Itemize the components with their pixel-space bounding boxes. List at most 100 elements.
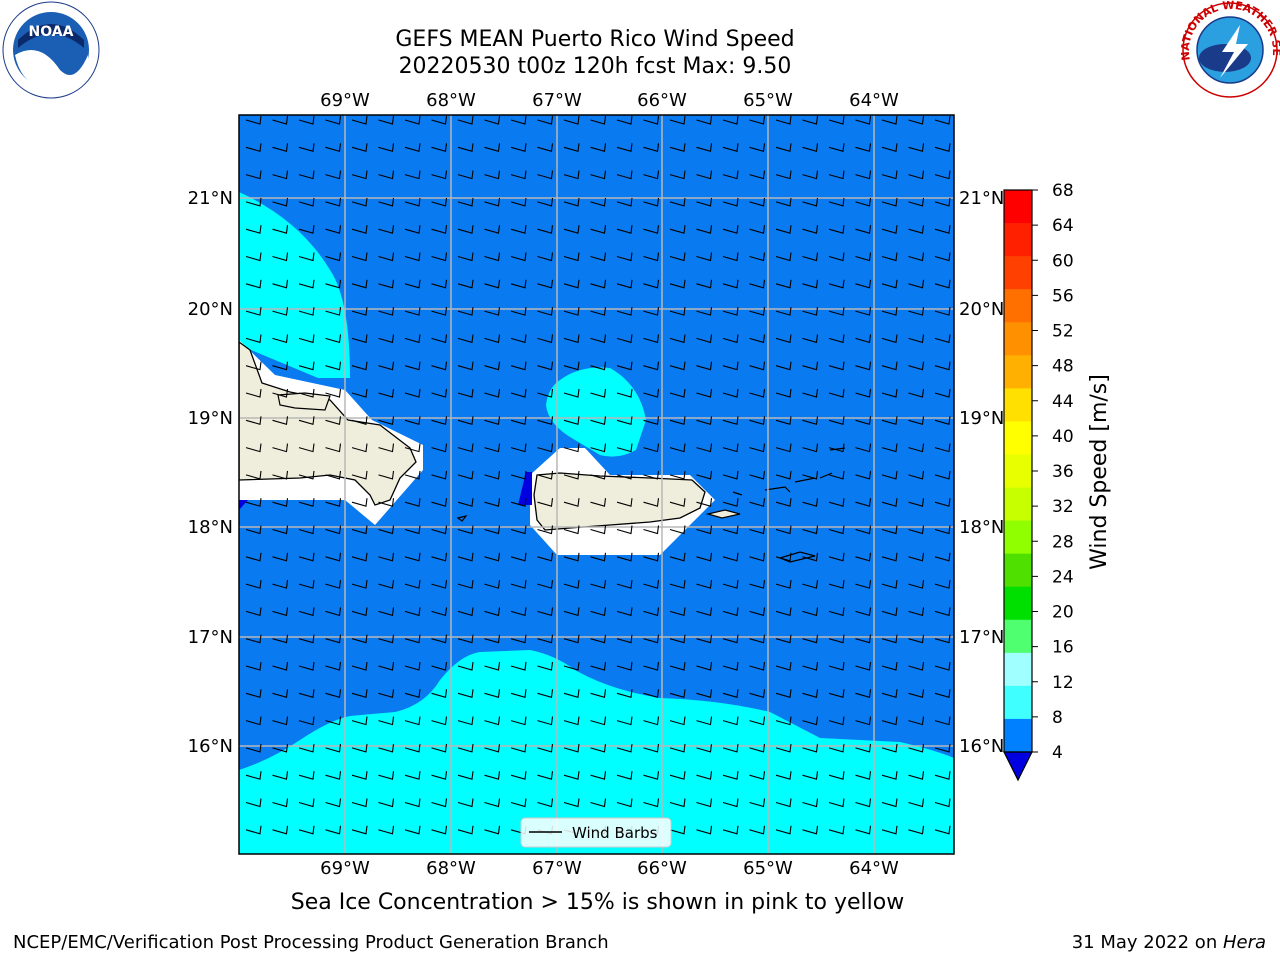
wind-barb bbox=[325, 443, 342, 453]
wind-barb bbox=[616, 388, 633, 398]
wind-barb bbox=[669, 334, 686, 344]
wind-barb bbox=[722, 470, 739, 480]
wind-barb bbox=[696, 771, 713, 780]
wind-barb bbox=[457, 143, 474, 153]
lat-label-right: 18°N bbox=[959, 517, 1004, 538]
colorbar-segment bbox=[1004, 454, 1032, 489]
wind-barb bbox=[298, 661, 315, 671]
wind-barb bbox=[775, 170, 792, 180]
wind-barb bbox=[643, 552, 660, 562]
wind-barb bbox=[908, 607, 925, 617]
wind-barb bbox=[298, 279, 315, 289]
wind-barb bbox=[828, 580, 845, 589]
wind-barb bbox=[325, 607, 342, 617]
wind-barb bbox=[378, 252, 395, 262]
wind-barb bbox=[484, 743, 501, 753]
colorbar-segment bbox=[1004, 388, 1032, 422]
wind-barb bbox=[351, 825, 368, 835]
wind-barb bbox=[722, 170, 739, 180]
wind-barb bbox=[934, 552, 951, 562]
wind-barb bbox=[325, 580, 342, 589]
wind-barb bbox=[908, 361, 925, 371]
wind-barb bbox=[563, 716, 580, 726]
colorbar-segment bbox=[1004, 322, 1032, 356]
wind-barb bbox=[696, 552, 713, 562]
wind-barb bbox=[484, 498, 501, 507]
wind-barb bbox=[457, 689, 474, 699]
wind-barb bbox=[351, 580, 368, 589]
wind-barb bbox=[325, 334, 342, 344]
wind-barb bbox=[722, 307, 739, 316]
wind-barb bbox=[775, 634, 792, 644]
noaa-logo-text: NOAA bbox=[29, 24, 74, 40]
wind-barb bbox=[749, 416, 766, 426]
wind-barb bbox=[590, 170, 607, 180]
wind-barb bbox=[934, 661, 951, 671]
wind-barb bbox=[802, 143, 819, 153]
wind-barb bbox=[908, 689, 925, 699]
wind-barb bbox=[351, 634, 368, 644]
wind-barb bbox=[378, 388, 395, 398]
wind-barb bbox=[378, 661, 395, 671]
wind-barb bbox=[749, 607, 766, 617]
wind-barb bbox=[881, 170, 898, 180]
wind-barb bbox=[378, 634, 395, 644]
wind-barb bbox=[404, 279, 421, 289]
footer-date: 31 May 2022 on Hera bbox=[1072, 932, 1266, 953]
wind-barb bbox=[325, 798, 342, 808]
wind-barb bbox=[855, 143, 872, 153]
wind-barb bbox=[802, 552, 819, 562]
wind-barb bbox=[616, 771, 633, 780]
wind-barb bbox=[616, 689, 633, 699]
wind-barb bbox=[802, 525, 819, 535]
wind-barb bbox=[351, 416, 368, 426]
wind-barb bbox=[643, 661, 660, 671]
wind-barb bbox=[749, 170, 766, 180]
wind-barb bbox=[245, 279, 262, 289]
wind-barb bbox=[828, 798, 845, 808]
wind-barb bbox=[802, 334, 819, 344]
wind-barb bbox=[749, 716, 766, 726]
wind-barb bbox=[298, 689, 315, 699]
wind-barb bbox=[722, 552, 739, 562]
wind-barb bbox=[934, 115, 951, 125]
wind-barb bbox=[563, 443, 580, 453]
wind-barb bbox=[537, 416, 554, 426]
wind-barb bbox=[431, 716, 448, 726]
colorbar-segment bbox=[1004, 487, 1032, 522]
wind-barb bbox=[828, 334, 845, 344]
wind-barb bbox=[563, 388, 580, 398]
colorbar-segment bbox=[1004, 256, 1032, 290]
wind-barb bbox=[802, 470, 819, 480]
lat-label-left: 17°N bbox=[188, 627, 233, 648]
wind-barb bbox=[510, 170, 527, 180]
wind-barb bbox=[431, 307, 448, 316]
wind-barb bbox=[404, 661, 421, 671]
wind-barb bbox=[325, 225, 342, 234]
wind-barb bbox=[828, 388, 845, 398]
wind-barb bbox=[802, 798, 819, 808]
wind-barb bbox=[563, 334, 580, 344]
wind-barb bbox=[722, 115, 739, 125]
wind-barb bbox=[431, 689, 448, 699]
wind-barb bbox=[855, 197, 872, 207]
wind-barb bbox=[722, 361, 739, 371]
wind-barb bbox=[563, 607, 580, 617]
lat-label-left: 19°N bbox=[188, 408, 233, 429]
wind-barb bbox=[351, 334, 368, 344]
wind-barb bbox=[828, 661, 845, 671]
wind-barb bbox=[325, 743, 342, 753]
wind-barb bbox=[855, 252, 872, 262]
wind-barb bbox=[563, 361, 580, 371]
wind-barb bbox=[749, 361, 766, 371]
wind-barb bbox=[351, 771, 368, 780]
land-virgin-islands bbox=[732, 447, 846, 563]
wind-barb bbox=[908, 743, 925, 753]
wind-barb bbox=[351, 607, 368, 617]
wind-barb bbox=[749, 388, 766, 398]
wind-barb bbox=[696, 525, 713, 535]
wind-barb bbox=[272, 498, 289, 507]
wind-barb bbox=[484, 525, 501, 535]
wind-barb bbox=[934, 498, 951, 507]
wind-barb bbox=[908, 307, 925, 316]
